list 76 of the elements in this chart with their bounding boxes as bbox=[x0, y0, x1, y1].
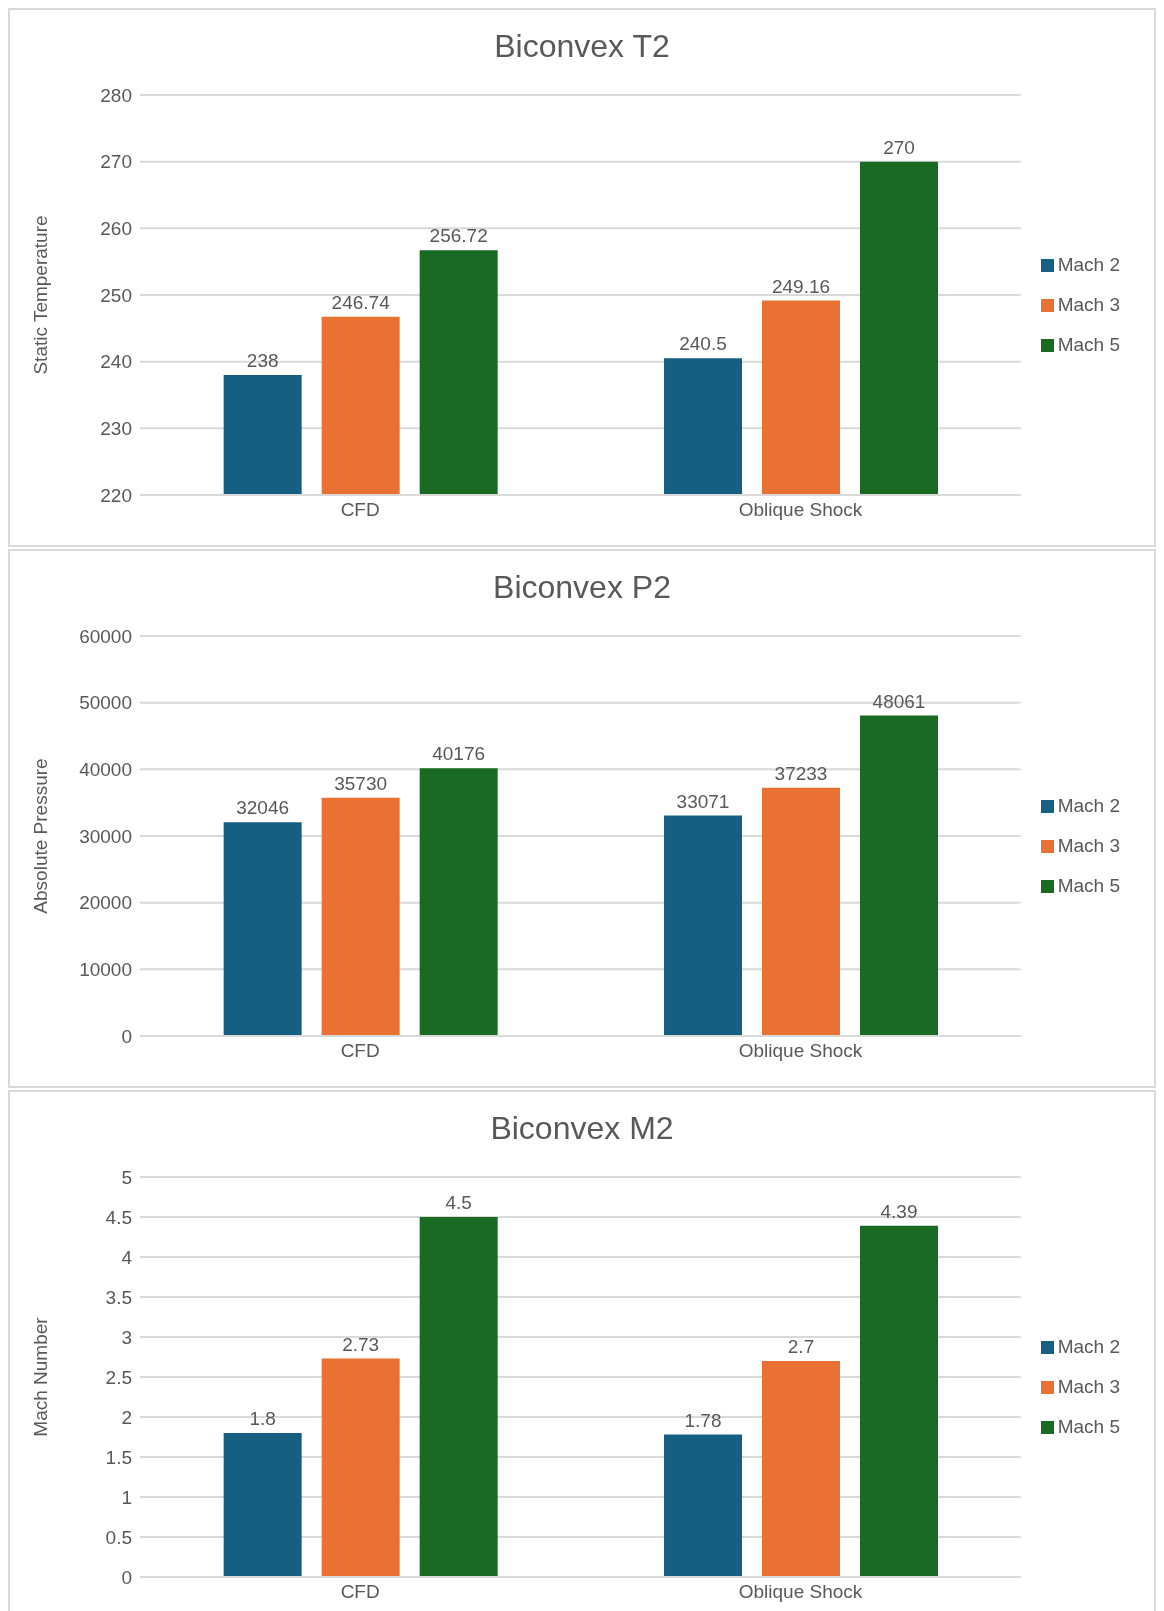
data-label: 35730 bbox=[334, 772, 388, 794]
y-tick-label: 50000 bbox=[79, 692, 132, 714]
data-label: 240.5 bbox=[679, 333, 727, 355]
y-tick-label: 240 bbox=[100, 351, 132, 373]
bar bbox=[223, 1433, 302, 1577]
x-tick-label: Oblique Shock bbox=[738, 1040, 863, 1062]
y-tick-label: 0.5 bbox=[105, 1526, 132, 1548]
y-tick-label: 0 bbox=[121, 1566, 132, 1588]
y-tick-label: 270 bbox=[100, 151, 132, 173]
bar bbox=[223, 822, 302, 1036]
y-tick-label: 60000 bbox=[79, 625, 132, 647]
data-label: 40176 bbox=[432, 743, 486, 765]
y-axis-title: Static Temperature bbox=[29, 215, 51, 375]
y-tick-label: 260 bbox=[100, 218, 132, 240]
y-tick-label: 4.5 bbox=[105, 1206, 132, 1228]
y-tick-label: 0 bbox=[121, 1025, 132, 1047]
y-tick-label: 2.5 bbox=[105, 1366, 132, 1388]
x-tick-label: CFD bbox=[340, 1581, 380, 1603]
legend-label: Mach 2 bbox=[1057, 254, 1120, 275]
data-label: 1.8 bbox=[249, 1408, 276, 1429]
legend-label: Mach 3 bbox=[1057, 835, 1120, 856]
y-axis-title: Mach Number bbox=[29, 1316, 51, 1437]
y-tick-label: 3 bbox=[121, 1326, 132, 1348]
bar bbox=[664, 1434, 743, 1577]
bar bbox=[321, 797, 400, 1036]
chart-title: Biconvex M2 bbox=[489, 1109, 675, 1147]
legend-label: Mach 5 bbox=[1057, 875, 1120, 896]
y-tick-label: 1 bbox=[121, 1486, 132, 1508]
y-tick-label: 20000 bbox=[79, 892, 132, 914]
y-tick-label: 1.5 bbox=[105, 1446, 132, 1468]
data-label: 2.7 bbox=[787, 1336, 815, 1357]
legend-label: Mach 3 bbox=[1057, 294, 1120, 315]
y-tick-label: 5 bbox=[121, 1166, 132, 1188]
bar bbox=[762, 787, 841, 1036]
y-tick-label: 30000 bbox=[79, 825, 132, 847]
bar bbox=[762, 1361, 841, 1577]
data-label: 4.5 bbox=[445, 1192, 472, 1213]
bar bbox=[321, 1358, 400, 1577]
data-label: 37233 bbox=[774, 762, 828, 784]
x-tick-label: Oblique Shock bbox=[738, 1581, 863, 1603]
bar bbox=[664, 815, 743, 1036]
data-label: 4.39 bbox=[880, 1200, 918, 1222]
x-tick-label: CFD bbox=[340, 1040, 380, 1062]
data-label: 270 bbox=[883, 136, 915, 158]
y-tick-label: 10000 bbox=[79, 959, 132, 981]
legend-label: Mach 5 bbox=[1057, 1416, 1120, 1437]
legend-label: Mach 3 bbox=[1057, 1376, 1120, 1397]
bar bbox=[860, 715, 939, 1036]
data-label: 48061 bbox=[872, 690, 926, 712]
y-tick-label: 250 bbox=[100, 284, 132, 306]
data-label: 249.16 bbox=[771, 275, 831, 297]
y-tick-label: 230 bbox=[100, 418, 132, 440]
y-axis-title: Absolute Pressure bbox=[29, 758, 51, 914]
data-label: 1.78 bbox=[684, 1409, 722, 1431]
x-tick-label: Oblique Shock bbox=[738, 499, 863, 521]
x-tick-label: CFD bbox=[340, 499, 380, 521]
y-tick-label: 40000 bbox=[79, 759, 132, 781]
chart-title: Biconvex T2 bbox=[493, 27, 671, 65]
bar bbox=[419, 768, 498, 1036]
y-tick-label: 3.5 bbox=[105, 1286, 132, 1308]
chart-title: Biconvex P2 bbox=[492, 568, 672, 606]
y-tick-label: 4 bbox=[121, 1246, 133, 1268]
data-label: 33071 bbox=[676, 790, 730, 812]
data-label: 32046 bbox=[236, 797, 290, 819]
y-tick-label: 2 bbox=[121, 1406, 132, 1428]
data-label: 2.73 bbox=[342, 1333, 380, 1355]
data-label: 246.74 bbox=[331, 291, 391, 313]
legend-label: Mach 2 bbox=[1057, 1336, 1120, 1357]
bar bbox=[860, 1225, 939, 1577]
legend-label: Mach 2 bbox=[1057, 795, 1120, 816]
legend-label: Mach 5 bbox=[1057, 334, 1120, 355]
y-tick-label: 280 bbox=[100, 84, 132, 106]
y-tick-label: 220 bbox=[100, 484, 132, 506]
data-label: 256.72 bbox=[429, 225, 488, 247]
bar bbox=[419, 1217, 498, 1577]
data-label: 238 bbox=[246, 350, 279, 371]
